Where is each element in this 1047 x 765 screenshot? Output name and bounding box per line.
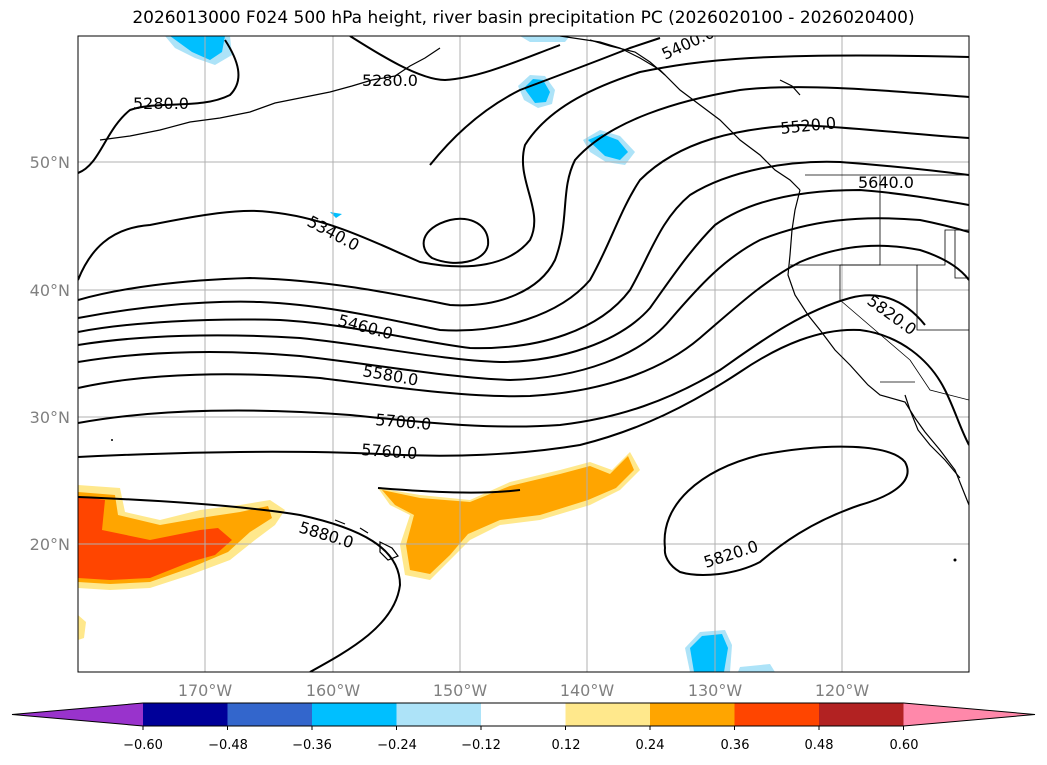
colorbar-tick-label: 0.36	[721, 738, 750, 753]
colorbar-tick-label: 0.12	[552, 738, 581, 753]
height-contours	[78, 36, 969, 672]
colorbar-tick-label: −0.36	[292, 738, 332, 753]
latitude-labels: 50°N 40°N 30°N 20°N	[30, 153, 70, 554]
colorbar-swatch	[481, 703, 566, 726]
lat-label: 30°N	[30, 408, 70, 427]
coastlines	[99, 36, 969, 562]
lon-label: 140°W	[560, 681, 615, 700]
colorbar-ticks: −0.60 −0.48 −0.36 −0.24 −0.12 0.12 0.24 …	[123, 738, 918, 753]
map-frame	[77, 35, 970, 673]
contour-label: 5280.0	[362, 71, 418, 90]
colorbar-swatch	[312, 703, 397, 726]
contour-label: 5280.0	[133, 94, 189, 113]
colorbar-tick-label: 0.24	[636, 738, 665, 753]
contour-label: 5700.0	[375, 410, 432, 434]
colorbar-tick-label: 0.60	[890, 738, 919, 753]
colorbar-extend-right	[903, 703, 1035, 726]
lat-label: 40°N	[30, 281, 70, 300]
colorbar-tick-label: −0.12	[461, 738, 501, 753]
lon-label: 150°W	[433, 681, 488, 700]
longitude-labels: 170°W 160°W 150°W 140°W 130°W 120°W	[178, 681, 870, 700]
colorbar-swatch	[143, 703, 228, 726]
colorbar-swatch	[396, 703, 482, 726]
colorbar-tick-label: −0.60	[123, 738, 163, 753]
contour-label: 5760.0	[361, 440, 418, 463]
lat-label: 20°N	[30, 535, 70, 554]
colorbar-swatch	[227, 703, 313, 726]
contour-label: 5640.0	[858, 173, 914, 192]
colorbar-tick-label: −0.24	[377, 738, 417, 753]
figure-title: 2026013000 F024 500 hPa height, river ba…	[132, 8, 915, 28]
lon-label: 170°W	[178, 681, 233, 700]
colorbar-swatch	[650, 703, 735, 726]
colorbar-extend-left	[12, 703, 143, 726]
map-area	[78, 36, 969, 672]
colorbar-swatch	[565, 703, 651, 726]
lat-label: 50°N	[30, 153, 70, 172]
lon-label: 160°W	[306, 681, 361, 700]
lon-label: 120°W	[815, 681, 870, 700]
colorbar	[11, 702, 1036, 730]
colorbar-swatch	[734, 703, 820, 726]
colorbar-swatch	[819, 703, 904, 726]
colorbar-tick-label: −0.48	[208, 738, 248, 753]
colorbar-tick-label: 0.48	[805, 738, 834, 753]
precip-shading	[78, 36, 775, 672]
lon-label: 130°W	[688, 681, 743, 700]
